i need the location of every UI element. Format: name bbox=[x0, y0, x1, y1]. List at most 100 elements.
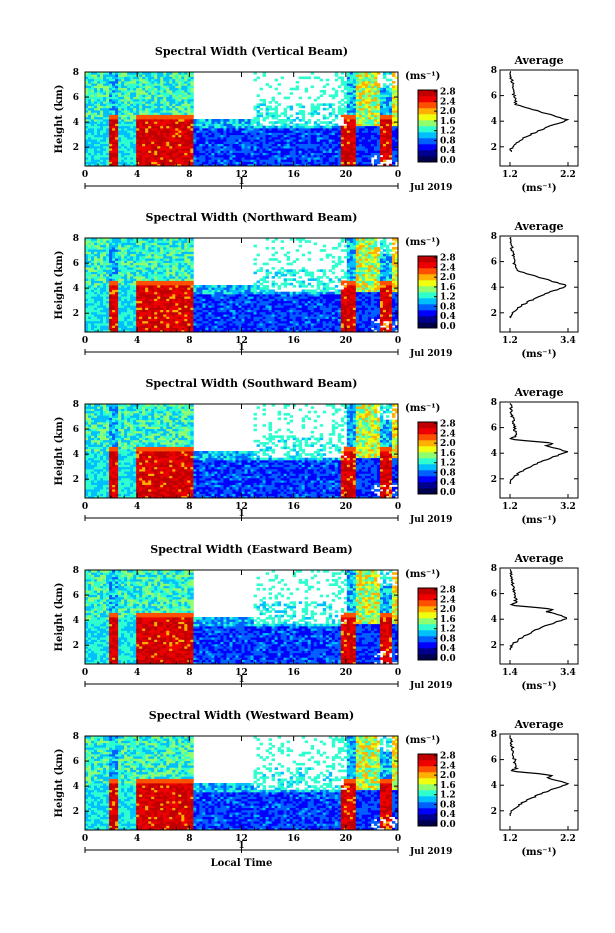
average-title: Average bbox=[513, 54, 563, 67]
heatmap-cell bbox=[341, 90, 344, 93]
x-tick-label: 20 bbox=[340, 170, 353, 180]
heatmap-cell bbox=[326, 83, 329, 86]
panel-1: Spectral Width (Vertical Beam)2468Height… bbox=[54, 45, 578, 194]
heatmap-cell bbox=[341, 108, 344, 111]
heatmap-cell bbox=[344, 81, 347, 84]
heatmap-cell bbox=[293, 88, 296, 91]
colorbar-tick-label: 2.8 bbox=[440, 88, 456, 98]
heatmap-cell bbox=[272, 112, 275, 115]
heatmap-cell bbox=[269, 101, 272, 104]
heatmap-cell bbox=[341, 103, 344, 106]
heatmap-cell bbox=[332, 119, 335, 122]
heatmap-cell bbox=[242, 119, 245, 122]
heatmap-cell bbox=[317, 112, 320, 115]
average-x-tick-label: 1.2 bbox=[502, 170, 518, 180]
heatmap-cell bbox=[332, 123, 335, 126]
heatmap-cell bbox=[251, 119, 254, 122]
heatmap-cell bbox=[272, 121, 275, 124]
heatmap-cell bbox=[205, 119, 208, 122]
heatmap-cell bbox=[254, 126, 257, 129]
heatmap-cell bbox=[269, 106, 272, 109]
heatmap-cell bbox=[320, 79, 323, 82]
heatmap-cell bbox=[299, 110, 302, 113]
heatmap-cell bbox=[320, 121, 323, 124]
average-y-tick-label: 6 bbox=[491, 92, 497, 102]
heatmap-cell bbox=[341, 76, 344, 79]
heatmap-cell bbox=[302, 123, 305, 126]
heatmap-cell bbox=[266, 83, 269, 86]
heatmap-cell bbox=[278, 92, 281, 95]
heatmap-cell bbox=[317, 103, 320, 106]
heatmap-cell bbox=[320, 126, 323, 129]
heatmap-cell bbox=[314, 106, 317, 109]
heatmap-cell bbox=[257, 103, 260, 106]
heatmap-cell bbox=[296, 85, 299, 88]
heatmap-cell bbox=[287, 106, 290, 109]
panel-title: Spectral Width (Vertical Beam) bbox=[155, 45, 348, 58]
heatmap-cell bbox=[299, 103, 302, 106]
heatmap-cell bbox=[344, 126, 347, 129]
heatmap-cell bbox=[302, 106, 305, 109]
heatmap-cell bbox=[238, 119, 241, 122]
heatmap-cell bbox=[284, 108, 287, 111]
heatmap-cell bbox=[326, 79, 329, 82]
heatmap-cell bbox=[332, 88, 335, 91]
heatmap-cell bbox=[257, 76, 260, 79]
heatmap-cell bbox=[263, 99, 266, 102]
colorbar-tick-label: 0.8 bbox=[440, 136, 456, 146]
heatmap-cell bbox=[269, 126, 272, 129]
heatmap-cell bbox=[275, 88, 278, 91]
heatmap-cell bbox=[269, 112, 272, 115]
heatmap-cell bbox=[290, 119, 293, 122]
heatmap-cell bbox=[208, 119, 211, 122]
x-tick-label: 16 bbox=[287, 170, 300, 180]
heatmap-cell bbox=[193, 119, 196, 122]
heatmap-cell bbox=[260, 103, 263, 106]
heatmap-cell bbox=[254, 117, 257, 120]
average-x-tick-label: 2.2 bbox=[560, 170, 576, 180]
colorbar-tick-label: 0.4 bbox=[440, 146, 456, 156]
heatmap-cell bbox=[202, 119, 205, 122]
heatmap-cell bbox=[281, 76, 284, 79]
colorbar-tick-label: 2.0 bbox=[440, 107, 456, 117]
heatmap-cell bbox=[341, 99, 344, 102]
heatmap-cell bbox=[199, 119, 202, 122]
heatmap-cell bbox=[326, 103, 329, 106]
heatmap-cell bbox=[275, 106, 278, 109]
heatmap-cell bbox=[317, 76, 320, 79]
y-tick-label: 8 bbox=[73, 68, 79, 78]
heatmap-cell bbox=[329, 126, 332, 129]
heatmap-cell bbox=[335, 123, 338, 126]
heatmap-cell bbox=[335, 115, 338, 118]
colorbar-swatch bbox=[418, 150, 437, 156]
heatmap-cell bbox=[335, 90, 338, 93]
heatmap-cell bbox=[232, 119, 235, 122]
heatmap-cell bbox=[323, 115, 326, 118]
heatmap-cell bbox=[386, 85, 389, 88]
heatmap-cell bbox=[275, 101, 278, 104]
heatmap-cell bbox=[260, 88, 263, 91]
heatmap-cell bbox=[344, 101, 347, 104]
heatmap-cell bbox=[290, 88, 293, 91]
heatmap-cell bbox=[235, 119, 238, 122]
heatmap-cell bbox=[311, 126, 314, 129]
heatmap-cell bbox=[302, 76, 305, 79]
heatmap-cell bbox=[329, 112, 332, 115]
x-tick-label: 8 bbox=[186, 170, 192, 180]
date-tick-label: 1 bbox=[238, 177, 244, 187]
colorbar-tick-label: 1.6 bbox=[440, 117, 456, 127]
heatmap-cell bbox=[287, 117, 290, 120]
heatmap-cell bbox=[380, 88, 383, 91]
heatmap-cell bbox=[287, 97, 290, 100]
heatmap-cell bbox=[211, 119, 214, 122]
heatmap-cell bbox=[392, 81, 395, 84]
colorbar-swatch bbox=[418, 144, 437, 150]
heatmap-cell bbox=[275, 79, 278, 82]
heatmap-cell bbox=[314, 99, 317, 102]
heatmap-cell bbox=[278, 83, 281, 86]
heatmap-cell bbox=[245, 119, 248, 122]
heatmap-cell bbox=[338, 126, 341, 129]
heatmap-cell bbox=[308, 97, 311, 100]
heatmap-cell bbox=[260, 123, 263, 126]
heatmap-cell bbox=[305, 121, 308, 124]
